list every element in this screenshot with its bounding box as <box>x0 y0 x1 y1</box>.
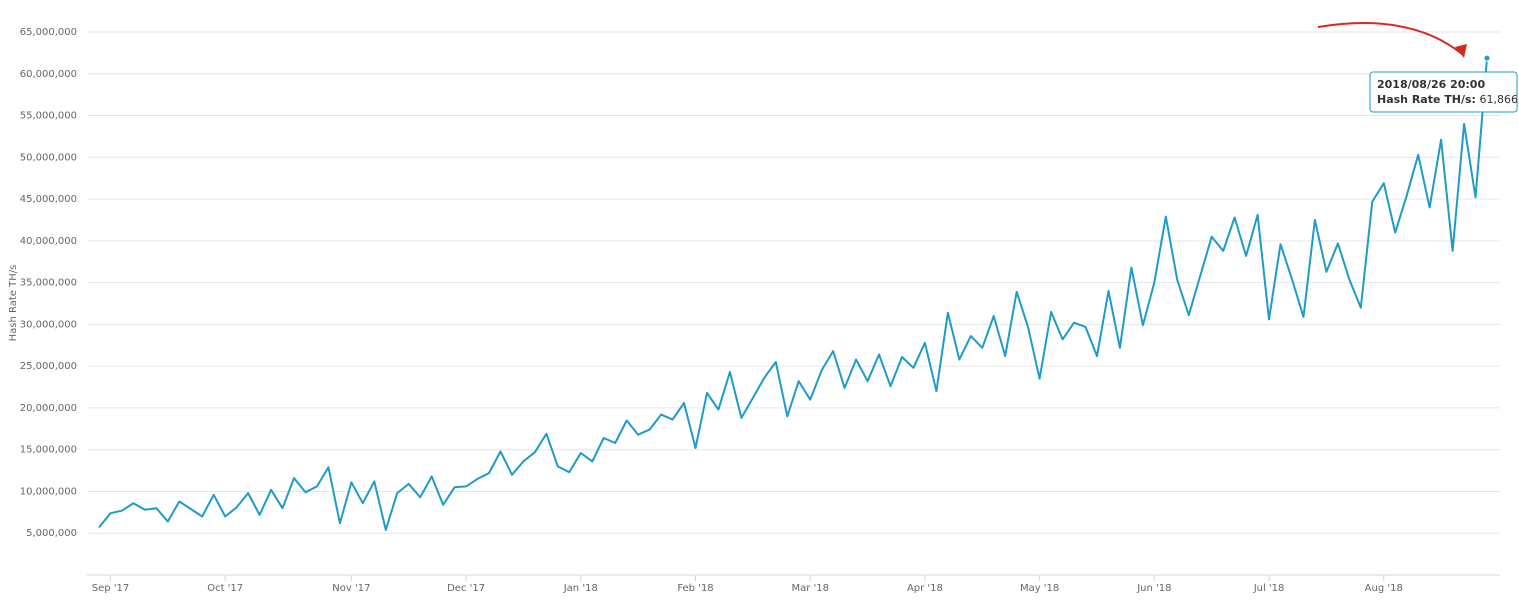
tooltip-value: 61,866,256 <box>1479 93 1519 106</box>
tooltip-label: Hash Rate TH/s: <box>1377 93 1476 106</box>
y-tick-label: 5,000,000 <box>26 528 77 539</box>
y-tick-label: 60,000,000 <box>20 69 77 80</box>
x-tick-label: Aug '18 <box>1365 583 1403 594</box>
x-tick-label: Oct '17 <box>207 583 243 594</box>
y-tick-label: 40,000,000 <box>20 236 77 247</box>
y-tick-label: 25,000,000 <box>20 361 77 372</box>
y-tick-label: 35,000,000 <box>20 278 77 289</box>
y-tick-label: 55,000,000 <box>20 111 77 122</box>
tooltip-box <box>1369 71 1518 113</box>
x-tick-label: Sep '17 <box>92 583 130 594</box>
plot <box>98 54 1491 531</box>
x-tick-label: Dec '17 <box>447 583 485 594</box>
tooltip: 2018/08/26 20:00 Hash Rate TH/s: 61,866,… <box>1369 71 1519 113</box>
x-tick-label: Jan '18 <box>563 583 598 594</box>
y-tick-label: 45,000,000 <box>20 194 77 205</box>
y-tick-label: 10,000,000 <box>20 486 77 497</box>
x-tick-label: Feb '18 <box>677 583 713 594</box>
tooltip-date: 2018/08/26 20:00 <box>1377 78 1485 91</box>
x-tick-label: Mar '18 <box>791 583 829 594</box>
annotation-arrowhead <box>1455 44 1467 58</box>
y-tick-label: 65,000,000 <box>20 27 77 38</box>
y-tick-label: 20,000,000 <box>20 403 77 414</box>
y-tick-label: 15,000,000 <box>20 445 77 456</box>
x-tick-label: Jun '18 <box>1136 583 1171 594</box>
x-tick-label: May '18 <box>1020 583 1059 594</box>
y-tick-label: 30,000,000 <box>20 319 77 330</box>
tooltip-row: Hash Rate TH/s: 61,866,256 <box>1377 93 1519 106</box>
x-tick-label: Apr '18 <box>907 583 943 594</box>
y-tick-label: 50,000,000 <box>20 152 77 163</box>
hover-point <box>1483 54 1491 62</box>
x-tick-label: Jul '18 <box>1253 583 1285 594</box>
annotation-arrow <box>1317 22 1463 55</box>
line-series <box>98 58 1488 531</box>
y-axis-title: Hash Rate TH/s <box>8 265 19 342</box>
x-tick-label: Nov '17 <box>332 583 370 594</box>
grid <box>87 31 1500 534</box>
